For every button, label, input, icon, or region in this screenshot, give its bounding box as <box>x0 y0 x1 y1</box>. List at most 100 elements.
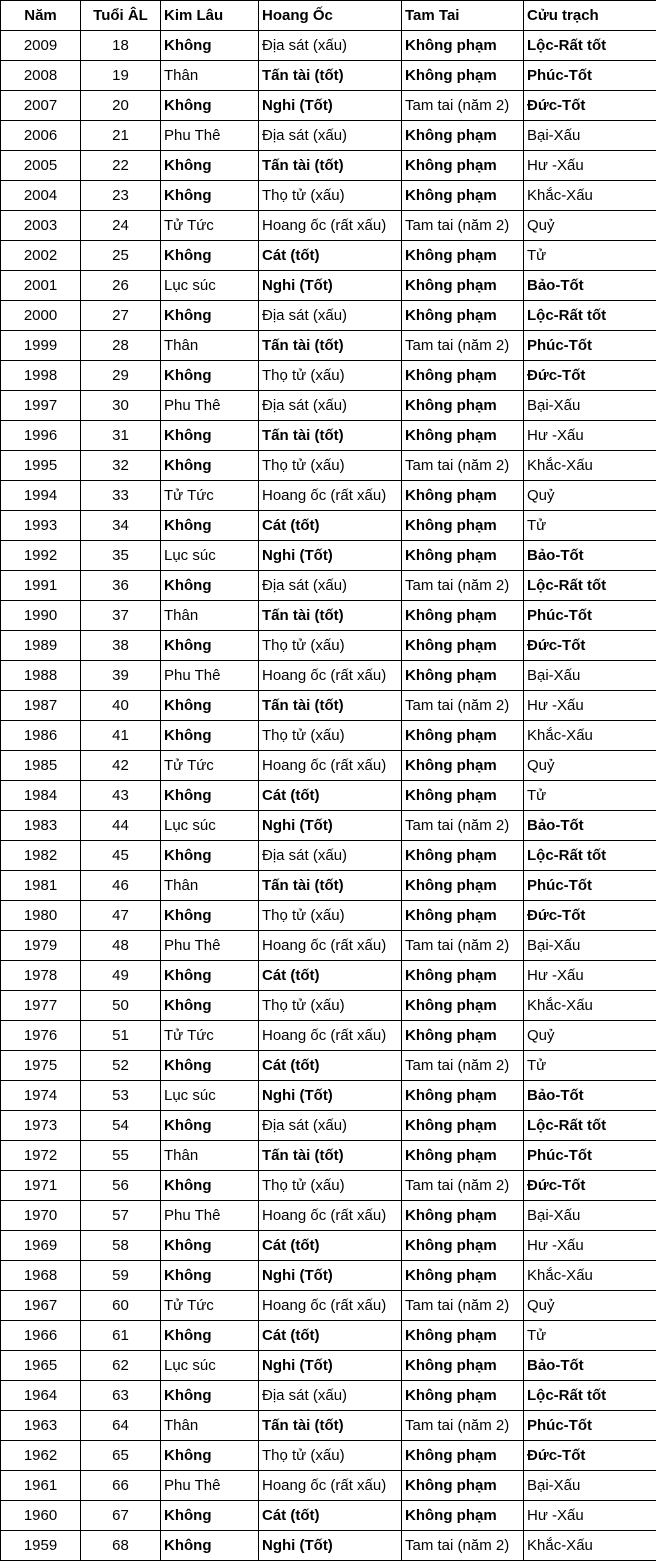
cell-tam-tai: Không phạm <box>401 300 524 331</box>
cell-lunar-age: 20 <box>80 90 161 121</box>
table-row: 2003 24 Tử Tức Hoang ốc (rất xấu) Tam tai (n… <box>0 210 656 241</box>
cell-year: 1981 <box>0 870 81 901</box>
cell-hoang-oc: Thọ tử (xấu) <box>258 1170 402 1201</box>
cell-tam-tai: Tam tai (năm 2) <box>401 330 524 361</box>
cell-kim-lau: Không <box>160 1320 259 1351</box>
cell-lunar-age: 21 <box>80 120 161 151</box>
cell-cuu-trach: Lộc-Rất tốt <box>523 30 656 61</box>
cell-hoang-oc: Thọ tử (xấu) <box>258 1440 402 1471</box>
cell-cuu-trach: Hư -Xấu <box>523 1500 656 1531</box>
cell-kim-lau: Không <box>160 1440 259 1471</box>
cell-hoang-oc: Nghi (Tốt) <box>258 1260 402 1291</box>
cell-tam-tai: Tam tai (năm 2) <box>401 450 524 481</box>
cell-year: 1961 <box>0 1470 81 1501</box>
table-row: 1972 55 Thân Tấn tài (tốt) Không phạm Phúc-Tố… <box>0 1140 656 1171</box>
cell-year: 1960 <box>0 1500 81 1531</box>
cell-tam-tai: Không phạm <box>401 360 524 391</box>
cell-tam-tai: Không phạm <box>401 1320 524 1351</box>
cell-tam-tai: Không phạm <box>401 540 524 571</box>
table-row: 1963 64 Thân Tấn tài (tốt) Tam tai (năm 2) Ph… <box>0 1410 656 1441</box>
table-row: 1987 40 Không Tấn tài (tốt) Tam tai (năm 2) H… <box>0 690 656 721</box>
cell-year: 1970 <box>0 1200 81 1231</box>
table-row: 1980 47 Không Thọ tử (xấu) Không phạm Đức-Tốt <box>0 900 656 931</box>
table-row: 1996 31 Không Tấn tài (tốt) Không phạm Hư -Xấ… <box>0 420 656 451</box>
header-row: Năm Tuổi ÂL Kim Lâu Hoang Ốc Tam Tai Cửu… <box>0 0 656 31</box>
cell-cuu-trach: Lộc-Rất tốt <box>523 1110 656 1141</box>
cell-kim-lau: Không <box>160 360 259 391</box>
cell-hoang-oc: Nghi (Tốt) <box>258 90 402 121</box>
cell-hoang-oc: Địa sát (xấu) <box>258 570 402 601</box>
cell-tam-tai: Không phạm <box>401 180 524 211</box>
cell-hoang-oc: Tấn tài (tốt) <box>258 690 402 721</box>
cell-year: 1963 <box>0 1410 81 1441</box>
cell-lunar-age: 18 <box>80 30 161 61</box>
cell-lunar-age: 30 <box>80 390 161 421</box>
table-row: 1968 59 Không Nghi (Tốt) Không phạm Khắc-Xấu <box>0 1260 656 1291</box>
cell-kim-lau: Không <box>160 300 259 331</box>
cell-hoang-oc: Cát (tốt) <box>258 1500 402 1531</box>
header-kim-lau: Kim Lâu <box>160 0 259 31</box>
cell-cuu-trach: Bại-Xấu <box>523 390 656 421</box>
cell-tam-tai: Tam tai (năm 2) <box>401 570 524 601</box>
cell-tam-tai: Không phạm <box>401 720 524 751</box>
cell-tam-tai: Không phạm <box>401 600 524 631</box>
cell-tam-tai: Không phạm <box>401 120 524 151</box>
cell-cuu-trach: Phúc-Tốt <box>523 1410 656 1441</box>
cell-tam-tai: Không phạm <box>401 1140 524 1171</box>
cell-lunar-age: 62 <box>80 1350 161 1381</box>
cell-tam-tai: Tam tai (năm 2) <box>401 1290 524 1321</box>
cell-cuu-trach: Đức-Tốt <box>523 360 656 391</box>
cell-lunar-age: 68 <box>80 1530 161 1561</box>
cell-cuu-trach: Lộc-Rất tốt <box>523 1380 656 1411</box>
cell-hoang-oc: Cát (tốt) <box>258 960 402 991</box>
cell-kim-lau: Không <box>160 1050 259 1081</box>
cell-cuu-trach: Quỷ <box>523 480 656 511</box>
cell-tam-tai: Không phạm <box>401 60 524 91</box>
cell-kim-lau: Lục súc <box>160 1080 259 1111</box>
cell-lunar-age: 31 <box>80 420 161 451</box>
cell-kim-lau: Thân <box>160 870 259 901</box>
cell-tam-tai: Không phạm <box>401 150 524 181</box>
table-row: 1971 56 Không Thọ tử (xấu) Tam tai (năm 2) Đứ… <box>0 1170 656 1201</box>
cell-lunar-age: 64 <box>80 1410 161 1441</box>
cell-lunar-age: 52 <box>80 1050 161 1081</box>
cell-tam-tai: Không phạm <box>401 1380 524 1411</box>
cell-kim-lau: Không <box>160 960 259 991</box>
cell-cuu-trach: Hư -Xấu <box>523 420 656 451</box>
cell-tam-tai: Tam tai (năm 2) <box>401 1410 524 1441</box>
cell-cuu-trach: Đức-Tốt <box>523 1440 656 1471</box>
cell-hoang-oc: Tấn tài (tốt) <box>258 420 402 451</box>
cell-kim-lau: Phu Thê <box>160 390 259 421</box>
cell-hoang-oc: Địa sát (xấu) <box>258 840 402 871</box>
cell-cuu-trach: Bảo-Tốt <box>523 1350 656 1381</box>
table-row: 1994 33 Tử Tức Hoang ốc (rất xấu) Không phạm… <box>0 480 656 511</box>
cell-kim-lau: Không <box>160 240 259 271</box>
cell-year: 1982 <box>0 840 81 871</box>
cell-tam-tai: Không phạm <box>401 420 524 451</box>
cell-tam-tai: Không phạm <box>401 480 524 511</box>
cell-tam-tai: Tam tai (năm 2) <box>401 210 524 241</box>
cell-lunar-age: 24 <box>80 210 161 241</box>
cell-kim-lau: Thân <box>160 1140 259 1171</box>
cell-year: 1974 <box>0 1080 81 1111</box>
cell-lunar-age: 23 <box>80 180 161 211</box>
cell-year: 1988 <box>0 660 81 691</box>
cell-kim-lau: Không <box>160 30 259 61</box>
cell-hoang-oc: Địa sát (xấu) <box>258 390 402 421</box>
cell-year: 1969 <box>0 1230 81 1261</box>
cell-lunar-age: 32 <box>80 450 161 481</box>
cell-year: 1999 <box>0 330 81 361</box>
cell-kim-lau: Không <box>160 840 259 871</box>
cell-lunar-age: 29 <box>80 360 161 391</box>
cell-hoang-oc: Cát (tốt) <box>258 510 402 541</box>
cell-cuu-trach: Phúc-Tốt <box>523 1140 656 1171</box>
cell-tam-tai: Không phạm <box>401 1110 524 1141</box>
table-row: 1995 32 Không Thọ tử (xấu) Tam tai (năm 2) Kh… <box>0 450 656 481</box>
cell-lunar-age: 55 <box>80 1140 161 1171</box>
cell-kim-lau: Không <box>160 510 259 541</box>
cell-tam-tai: Tam tai (năm 2) <box>401 1530 524 1561</box>
cell-cuu-trach: Quỷ <box>523 1020 656 1051</box>
cell-lunar-age: 53 <box>80 1080 161 1111</box>
cell-lunar-age: 28 <box>80 330 161 361</box>
cell-hoang-oc: Nghi (Tốt) <box>258 1350 402 1381</box>
